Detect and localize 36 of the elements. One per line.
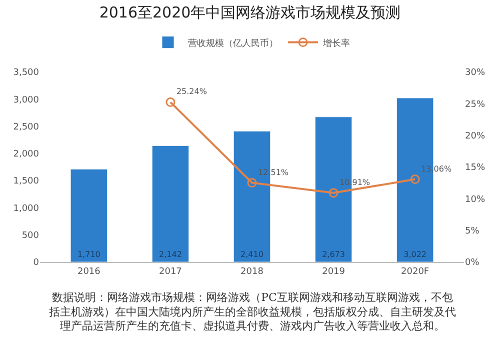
point (247, 178, 257, 188)
data-label: 1,710 (77, 250, 100, 259)
bar (152, 145, 190, 262)
y2-tick-label: 10% (465, 194, 486, 205)
y-tick-label: 500 (22, 231, 40, 242)
point (166, 97, 176, 107)
y-tick-label: 1,000 (13, 204, 40, 214)
y2-tick-label: 0% (465, 258, 480, 268)
y2-tick-label: 15% (465, 163, 486, 174)
x-tick-label: 2018 (240, 266, 264, 277)
data-label: 3,022 (404, 250, 427, 259)
legend-label: 营收规模（亿人民币） (188, 38, 278, 49)
x-tick-label: 2016 (77, 266, 101, 277)
y-tick-label: 0 (33, 258, 40, 268)
y2-tick-label: 25% (465, 100, 486, 110)
y2-tick-label: 30% (465, 68, 486, 78)
data-label: 25.24% (176, 87, 208, 96)
y-tick-label: 1,500 (13, 176, 40, 187)
point (410, 174, 420, 184)
y2-tick-label: 5% (465, 226, 480, 236)
y-tick-label: 3,500 (13, 68, 40, 78)
x-tick-label: 2017 (159, 266, 182, 277)
legend-label: 增长率 (322, 38, 350, 49)
chart-title: 2016至2020年中国网络游戏市场规模及预测 (99, 4, 401, 22)
y-tick-label: 2,500 (13, 122, 40, 132)
point (328, 188, 338, 198)
bar (70, 168, 108, 262)
data-label: 2,673 (322, 250, 345, 259)
y-tick-label: 3,000 (13, 95, 40, 106)
text: 数据说明：网络游戏市场规模：网络游戏（PC互联网游戏和移动互联网游戏，不包括主机游戏）在中国大陆境内所产生的全部收益规模，包括版权分成、自主研发及代理产品运营所产生的充值卡、虚拟道具付费、游戏内广告收入等营业收入总和。 (49, 291, 456, 333)
x-tick-label: 2020F (401, 266, 430, 277)
data-label: 2,142 (159, 250, 182, 259)
y-tick-label: 2,000 (13, 150, 40, 160)
x-tick-label: 2019 (322, 266, 346, 277)
y2-tick-label: 20% (465, 131, 486, 142)
data-label: 2,410 (240, 250, 264, 259)
